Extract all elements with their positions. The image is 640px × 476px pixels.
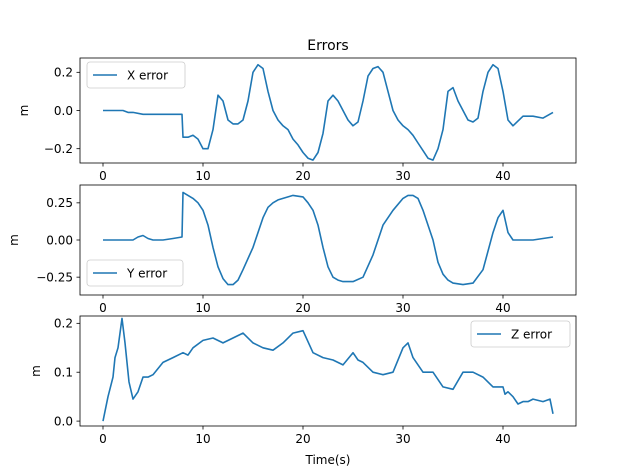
x-tick-label: 40 bbox=[495, 301, 510, 315]
legend-box bbox=[470, 320, 571, 348]
legend-box bbox=[86, 61, 186, 89]
legend: X error bbox=[86, 61, 186, 89]
x-tick-label: 0 bbox=[99, 432, 107, 446]
y-tick-label: 0.25 bbox=[46, 196, 73, 210]
legend-label: Z error bbox=[511, 328, 552, 342]
legend-label: Y error bbox=[126, 267, 167, 281]
x-tick-label: 20 bbox=[295, 432, 310, 446]
x-tick-label: 0 bbox=[99, 301, 107, 315]
y-tick-label: 0.0 bbox=[54, 414, 73, 428]
y-tick-label: 0.2 bbox=[54, 66, 73, 80]
x-tick-label: 10 bbox=[195, 301, 210, 315]
subplot-1: Errors 0 10 20 30 40 −0.2 0.0 0.2 m X error bbox=[17, 38, 577, 183]
y-tick-label: 0.2 bbox=[54, 317, 73, 331]
legend: Y error bbox=[86, 259, 184, 287]
y-tick-label: 0.0 bbox=[54, 104, 73, 118]
y-axis-label: m bbox=[17, 105, 31, 117]
x-tick-label: 10 bbox=[195, 169, 210, 183]
x-axis-label: Time(s) bbox=[305, 453, 351, 467]
series-line-3-1 bbox=[102, 317, 554, 422]
x-tick-label: 20 bbox=[295, 169, 310, 183]
legend-label: X error bbox=[127, 69, 168, 83]
x-tick-label: 30 bbox=[395, 301, 410, 315]
x-tick-label: 40 bbox=[495, 169, 510, 183]
subplot-2: 0 10 20 30 40 −0.25 0.00 0.25 m Y error bbox=[7, 184, 577, 315]
subplot-3: 0 10 20 30 40 0.0 0.1 0.2 m Time(s) Z error bbox=[29, 315, 577, 467]
legend-box bbox=[86, 259, 184, 287]
y-axis-label: m bbox=[7, 234, 21, 246]
legend: Z error bbox=[470, 320, 571, 348]
series-line-1-1 bbox=[103, 63, 554, 161]
y-tick-label: 0.1 bbox=[54, 366, 73, 380]
axes-frame bbox=[79, 315, 577, 427]
series-line-2-1 bbox=[103, 191, 554, 286]
y-tick-label: −0.25 bbox=[36, 270, 73, 284]
x-tick-label: 30 bbox=[395, 169, 410, 183]
x-tick-label: 40 bbox=[495, 432, 510, 446]
y-tick-label: 0.00 bbox=[46, 233, 73, 247]
x-tick-label: 30 bbox=[395, 432, 410, 446]
y-tick-label: −0.2 bbox=[44, 142, 73, 156]
x-tick-label: 20 bbox=[295, 301, 310, 315]
x-tick-label: 0 bbox=[99, 169, 107, 183]
chart-title: Errors bbox=[307, 38, 348, 54]
x-tick-label: 10 bbox=[195, 432, 210, 446]
y-axis-label: m bbox=[29, 365, 43, 377]
